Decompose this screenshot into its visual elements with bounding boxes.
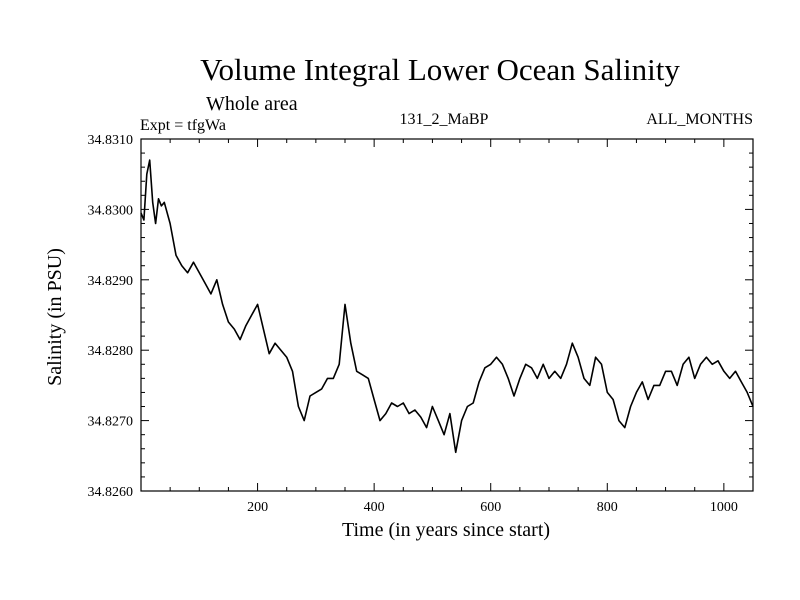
y-tick-label: 34.8270 [88, 415, 134, 430]
plot-area [140, 138, 754, 492]
x-tick-label: 400 [364, 500, 385, 515]
y-tick-label: 34.8280 [88, 344, 134, 359]
axes: 200 400 600 800 1000 34.8260 34.8270 34.8280 34.… [88, 133, 753, 515]
x-axis-title: Time (in years since start) [342, 519, 550, 541]
y-tick-label: 34.8290 [88, 274, 134, 289]
y-axis-title: Salinity (in PSU) [44, 248, 66, 386]
header-right: ALL_MONTHS [646, 111, 753, 128]
y-tick-label: 34.8300 [88, 203, 134, 218]
plot-frame [140, 138, 754, 492]
header-center: 131_2_MaBP [400, 111, 489, 128]
y-tick-label: 34.8310 [88, 133, 134, 148]
header-left: Expt = tfgWa [140, 117, 226, 134]
x-tick-label: 600 [480, 500, 501, 515]
chart-subtitle: Whole area [206, 93, 298, 115]
chart-title: Volume Integral Lower Ocean Salinity [200, 52, 680, 87]
x-tick-label: 200 [247, 500, 268, 515]
x-tick-label: 800 [597, 500, 618, 515]
y-tick-label: 34.8260 [88, 485, 134, 500]
x-tick-label: 1000 [710, 500, 738, 515]
series-line-salinity [140, 159, 754, 454]
